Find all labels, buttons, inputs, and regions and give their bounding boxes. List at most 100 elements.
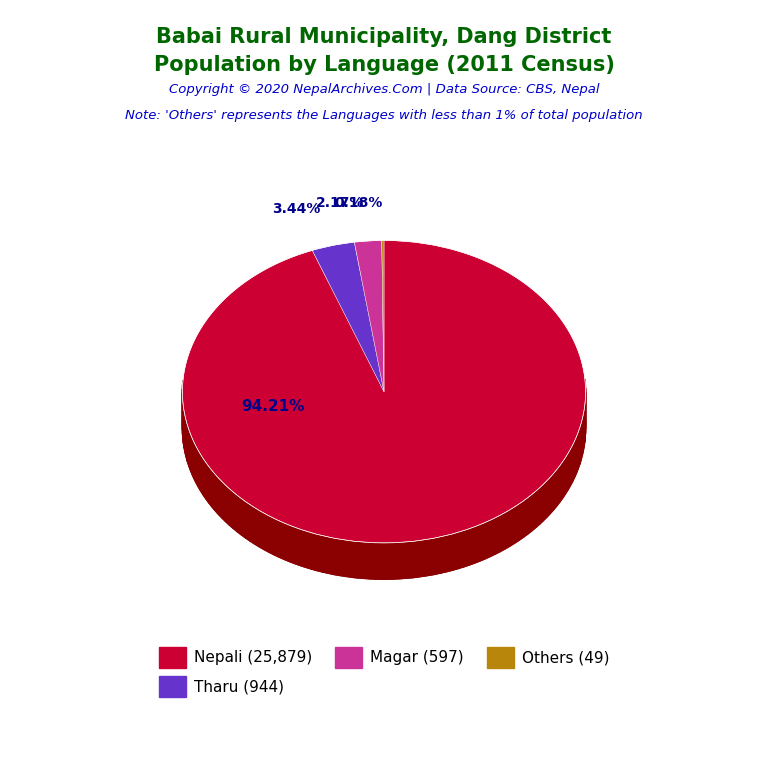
Polygon shape xyxy=(184,412,185,452)
Polygon shape xyxy=(510,507,515,546)
Text: Note: 'Others' represents the Languages with less than 1% of total population: Note: 'Others' represents the Languages … xyxy=(125,109,643,122)
Polygon shape xyxy=(500,513,505,551)
Polygon shape xyxy=(574,437,577,478)
Polygon shape xyxy=(255,508,260,547)
Polygon shape xyxy=(185,416,186,457)
Polygon shape xyxy=(582,415,583,455)
Polygon shape xyxy=(369,542,376,579)
Polygon shape xyxy=(547,477,551,517)
Polygon shape xyxy=(364,542,369,579)
Polygon shape xyxy=(306,531,311,569)
Polygon shape xyxy=(560,462,563,502)
Polygon shape xyxy=(495,515,500,554)
Polygon shape xyxy=(382,240,384,392)
Polygon shape xyxy=(577,432,578,473)
Polygon shape xyxy=(463,529,469,567)
Polygon shape xyxy=(192,438,194,478)
Polygon shape xyxy=(528,495,531,535)
Polygon shape xyxy=(572,441,574,482)
Polygon shape xyxy=(568,449,571,490)
Polygon shape xyxy=(475,525,480,563)
Text: 2.17%: 2.17% xyxy=(316,197,364,210)
Polygon shape xyxy=(388,543,394,579)
Polygon shape xyxy=(406,541,412,578)
Polygon shape xyxy=(209,467,212,507)
Legend: Nepali (25,879), Tharu (944), Magar (597), Others (49): Nepali (25,879), Tharu (944), Magar (597… xyxy=(153,641,615,703)
Polygon shape xyxy=(187,425,189,465)
Polygon shape xyxy=(435,537,441,574)
Polygon shape xyxy=(543,481,547,521)
Polygon shape xyxy=(505,510,510,549)
Polygon shape xyxy=(194,442,196,482)
Polygon shape xyxy=(323,536,329,574)
Polygon shape xyxy=(580,424,581,465)
Ellipse shape xyxy=(182,276,585,579)
Polygon shape xyxy=(423,539,429,576)
Polygon shape xyxy=(329,537,334,574)
Polygon shape xyxy=(313,242,384,392)
Polygon shape xyxy=(382,543,388,579)
Polygon shape xyxy=(334,538,340,575)
Polygon shape xyxy=(230,488,233,528)
Polygon shape xyxy=(311,533,317,571)
Polygon shape xyxy=(523,498,528,538)
Polygon shape xyxy=(515,504,518,544)
Polygon shape xyxy=(394,542,399,579)
Polygon shape xyxy=(539,485,543,525)
Polygon shape xyxy=(295,528,300,565)
Polygon shape xyxy=(189,429,190,470)
Polygon shape xyxy=(535,488,539,528)
Polygon shape xyxy=(485,520,490,559)
Polygon shape xyxy=(480,522,485,561)
Polygon shape xyxy=(237,495,241,535)
Polygon shape xyxy=(196,446,198,487)
Polygon shape xyxy=(183,240,585,543)
Polygon shape xyxy=(264,513,269,552)
Text: 94.21%: 94.21% xyxy=(241,399,305,414)
Polygon shape xyxy=(346,540,352,578)
Text: Babai Rural Municipality, Dang District: Babai Rural Municipality, Dang District xyxy=(157,27,611,47)
Polygon shape xyxy=(563,458,565,498)
Polygon shape xyxy=(204,458,206,499)
Polygon shape xyxy=(399,542,406,579)
Polygon shape xyxy=(190,433,192,474)
Polygon shape xyxy=(200,455,204,495)
Text: 3.44%: 3.44% xyxy=(272,202,320,216)
Polygon shape xyxy=(284,523,290,561)
Polygon shape xyxy=(412,541,418,578)
Polygon shape xyxy=(557,465,560,506)
Polygon shape xyxy=(186,420,187,461)
Text: Population by Language (2011 Census): Population by Language (2011 Census) xyxy=(154,55,614,75)
Polygon shape xyxy=(554,469,557,510)
Polygon shape xyxy=(352,541,358,578)
Polygon shape xyxy=(583,410,584,452)
Polygon shape xyxy=(290,525,295,564)
Polygon shape xyxy=(429,538,435,575)
Polygon shape xyxy=(418,540,423,577)
Polygon shape xyxy=(279,521,284,559)
Polygon shape xyxy=(260,511,264,550)
Polygon shape xyxy=(447,534,452,571)
Polygon shape xyxy=(376,543,382,579)
Polygon shape xyxy=(198,451,200,491)
Polygon shape xyxy=(317,535,323,572)
Polygon shape xyxy=(354,240,384,392)
Polygon shape xyxy=(581,419,582,460)
Polygon shape xyxy=(441,535,447,573)
Polygon shape xyxy=(531,492,535,531)
Polygon shape xyxy=(490,518,495,557)
Polygon shape xyxy=(215,475,218,515)
Polygon shape xyxy=(518,501,523,541)
Polygon shape xyxy=(340,539,346,577)
Polygon shape xyxy=(241,498,246,538)
Polygon shape xyxy=(222,482,226,521)
Polygon shape xyxy=(212,471,215,511)
Polygon shape xyxy=(206,462,209,503)
Text: 0.18%: 0.18% xyxy=(334,196,382,210)
Polygon shape xyxy=(250,505,255,544)
Polygon shape xyxy=(246,502,250,541)
Polygon shape xyxy=(274,518,279,557)
Polygon shape xyxy=(226,485,230,525)
Polygon shape xyxy=(469,527,475,565)
Polygon shape xyxy=(458,531,463,568)
